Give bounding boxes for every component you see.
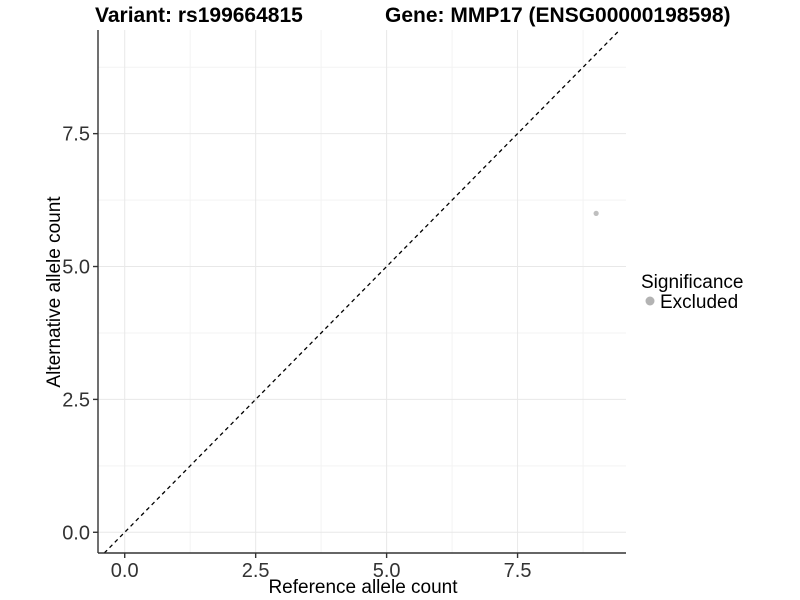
plot-title-gene: Gene: MMP17 (ENSG00000198598) xyxy=(385,4,731,27)
x-tick-label: 2.5 xyxy=(242,560,270,582)
axis-tick-labels: 0.0 2.5 5.0 7.5 0.0 2.5 5.0 7.5 xyxy=(62,124,531,582)
gridlines-major xyxy=(98,30,626,553)
gridlines-minor xyxy=(98,30,626,553)
data-point xyxy=(593,210,599,216)
y-tick-label: 0.0 xyxy=(62,522,90,544)
y-tick-label: 7.5 xyxy=(62,124,90,146)
plot-title-variant: Variant: rs199664815 xyxy=(95,4,303,27)
axis-ticks xyxy=(93,132,519,558)
x-tick-label: 5.0 xyxy=(373,560,401,582)
y-axis-title: Alternative allele count xyxy=(44,196,65,388)
legend-key-dot-icon xyxy=(645,296,655,306)
identity-line xyxy=(103,29,621,554)
legend-title: Significance xyxy=(641,272,743,293)
y-tick-label: 5.0 xyxy=(62,257,90,279)
x-tick-label: 7.5 xyxy=(504,560,532,582)
x-axis-title: Reference allele count xyxy=(268,577,458,598)
data-points xyxy=(593,210,599,216)
legend-entry-label: Excluded xyxy=(660,292,738,313)
x-tick-label: 0.0 xyxy=(111,560,139,582)
y-tick-label: 2.5 xyxy=(62,389,90,411)
legend: Significance Excluded xyxy=(641,272,743,313)
